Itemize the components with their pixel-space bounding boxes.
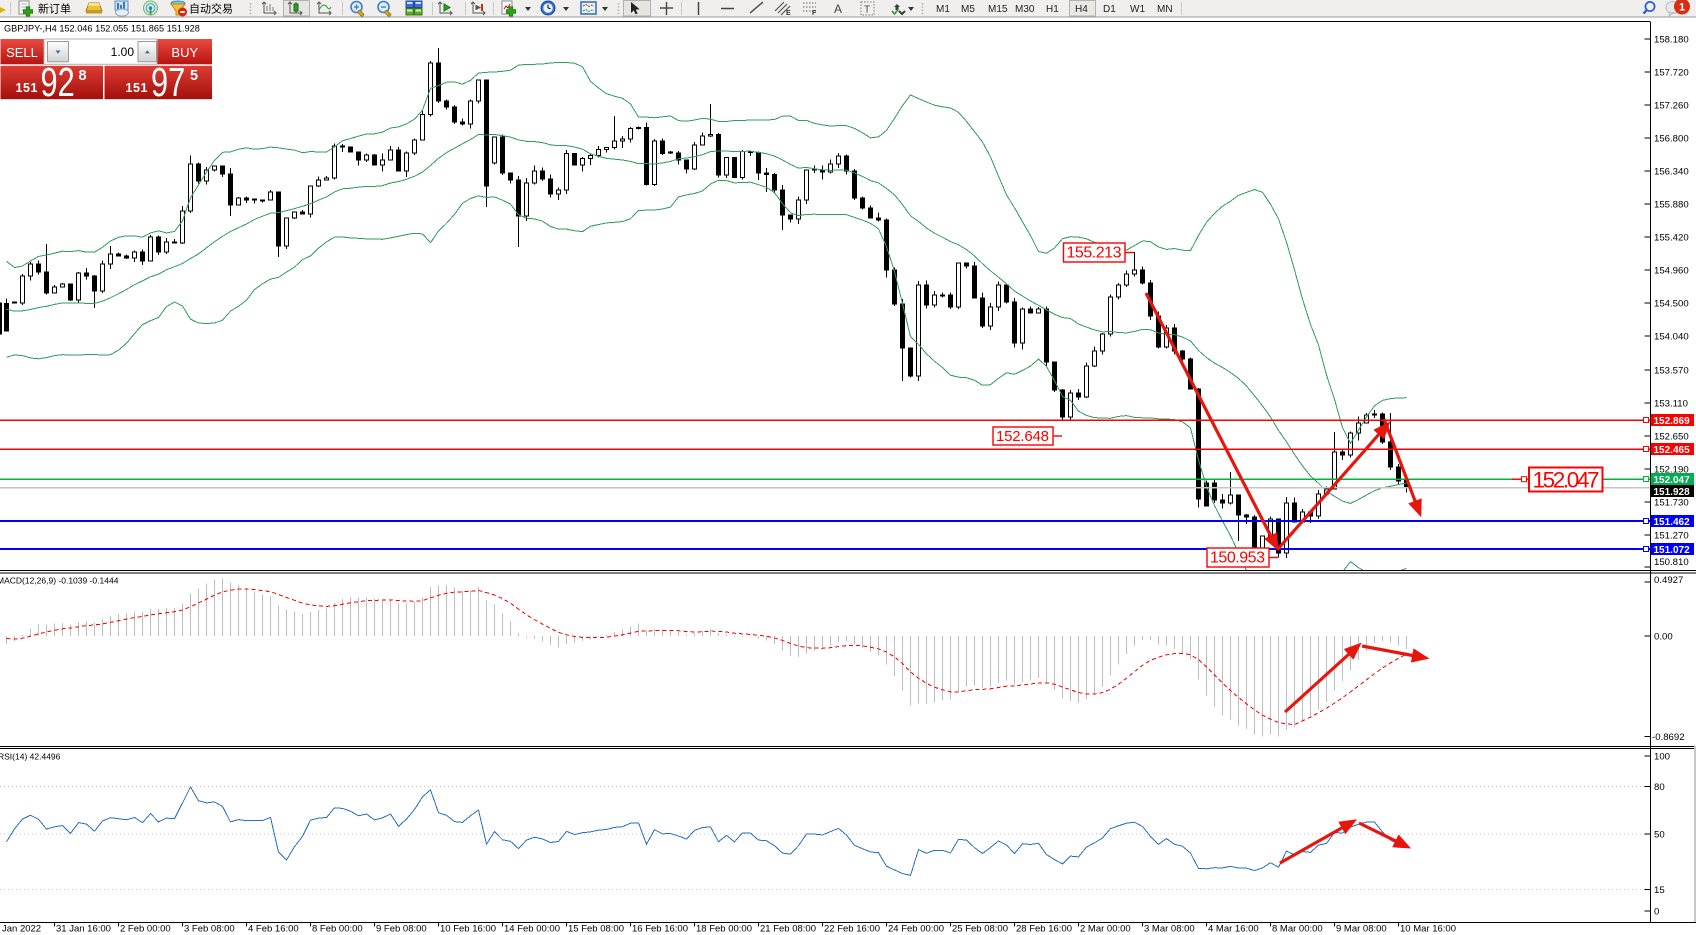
svg-text:158.180: 158.180 <box>1654 34 1689 45</box>
svg-text:153.570: 153.570 <box>1654 365 1689 376</box>
svg-text:Jan 2022: Jan 2022 <box>2 923 41 934</box>
svg-text:157.720: 157.720 <box>1654 67 1689 78</box>
svg-text:GBPJPY-,H4 152.046 152.055 15: GBPJPY-,H4 152.046 152.055 151.865 151.9… <box>4 24 200 34</box>
svg-text:10 Mar 16:00: 10 Mar 16:00 <box>1400 923 1456 934</box>
svg-text:155.420: 155.420 <box>1654 233 1689 244</box>
svg-text:152.869: 152.869 <box>1654 416 1691 427</box>
svg-text:152.465: 152.465 <box>1654 445 1691 456</box>
svg-text:18 Feb 00:00: 18 Feb 00:00 <box>696 923 752 934</box>
svg-text:H1: H1 <box>1046 4 1059 15</box>
svg-text:31 Jan 16:00: 31 Jan 16:00 <box>56 923 111 934</box>
svg-text:2 Mar 00:00: 2 Mar 00:00 <box>1080 923 1131 934</box>
svg-text:D1: D1 <box>1103 4 1116 15</box>
svg-text:152.047: 152.047 <box>1533 468 1600 493</box>
svg-text:152.650: 152.650 <box>1654 431 1689 442</box>
svg-text:152.047: 152.047 <box>1654 475 1691 486</box>
svg-text:92: 92 <box>41 59 75 105</box>
svg-text:8: 8 <box>79 68 87 84</box>
svg-text:151.270: 151.270 <box>1654 530 1689 541</box>
svg-text:M30: M30 <box>1015 4 1035 15</box>
svg-text:157.260: 157.260 <box>1654 100 1689 111</box>
svg-text:M1: M1 <box>936 4 950 15</box>
svg-text:150.953: 150.953 <box>1210 550 1265 567</box>
svg-text:BUY: BUY <box>171 45 198 60</box>
svg-text:154.040: 154.040 <box>1654 332 1689 343</box>
svg-text:152.648: 152.648 <box>996 428 1049 445</box>
svg-text:MN: MN <box>1157 4 1173 15</box>
svg-text:5: 5 <box>190 68 198 84</box>
svg-text:151.730: 151.730 <box>1654 497 1689 508</box>
svg-text:153.110: 153.110 <box>1654 398 1688 409</box>
svg-text:E: E <box>786 10 791 17</box>
svg-text:21 Feb 08:00: 21 Feb 08:00 <box>760 923 816 934</box>
svg-text:2 Feb 00:00: 2 Feb 00:00 <box>120 923 171 934</box>
svg-text:14 Feb 00:00: 14 Feb 00:00 <box>504 923 560 934</box>
svg-text:1.00: 1.00 <box>111 45 135 59</box>
svg-text:F: F <box>812 10 817 17</box>
svg-text:154.500: 154.500 <box>1654 299 1689 310</box>
svg-text:28 Feb 16:00: 28 Feb 16:00 <box>1016 923 1072 934</box>
svg-text:0.4927: 0.4927 <box>1654 575 1683 586</box>
svg-text:25 Feb 08:00: 25 Feb 08:00 <box>952 923 1008 934</box>
svg-text:151.072: 151.072 <box>1654 545 1691 556</box>
svg-text:150.810: 150.810 <box>1654 557 1689 568</box>
svg-text:151.462: 151.462 <box>1654 517 1691 528</box>
svg-text:4 Feb 16:00: 4 Feb 16:00 <box>248 923 299 934</box>
svg-text:24 Feb 00:00: 24 Feb 00:00 <box>888 923 944 934</box>
svg-text:0.00: 0.00 <box>1654 631 1673 642</box>
svg-text:151: 151 <box>16 81 38 95</box>
svg-text:8 Mar 00:00: 8 Mar 00:00 <box>1272 923 1323 934</box>
svg-text:152.190: 152.190 <box>1654 464 1689 475</box>
svg-text:MACD(12,26,9) -0.1039 -0.1444: MACD(12,26,9) -0.1039 -0.1444 <box>0 576 119 586</box>
svg-text:新订单: 新订单 <box>38 2 71 16</box>
svg-text:RSI(14) 42.4496: RSI(14) 42.4496 <box>0 752 61 762</box>
svg-text:155.213: 155.213 <box>1067 245 1122 262</box>
svg-text:M5: M5 <box>961 4 975 15</box>
svg-text:156.800: 156.800 <box>1654 134 1689 145</box>
svg-text:4 Mar 16:00: 4 Mar 16:00 <box>1208 923 1259 934</box>
svg-text:1: 1 <box>1679 2 1685 14</box>
svg-text:151: 151 <box>126 81 148 95</box>
svg-text:3 Feb 08:00: 3 Feb 08:00 <box>184 923 235 934</box>
svg-text:16 Feb 16:00: 16 Feb 16:00 <box>632 923 688 934</box>
svg-text:15: 15 <box>1654 885 1665 896</box>
svg-text:9 Feb 08:00: 9 Feb 08:00 <box>376 923 427 934</box>
svg-text:M15: M15 <box>988 4 1008 15</box>
svg-text:3 Mar 08:00: 3 Mar 08:00 <box>1144 923 1195 934</box>
svg-text:H4: H4 <box>1075 4 1088 15</box>
svg-text:156.340: 156.340 <box>1654 167 1689 178</box>
svg-text:9 Mar 08:00: 9 Mar 08:00 <box>1336 923 1387 934</box>
svg-text:155.880: 155.880 <box>1654 200 1689 211</box>
svg-text:A: A <box>834 2 842 16</box>
svg-text:151.928: 151.928 <box>1654 487 1691 498</box>
svg-text:8 Feb 00:00: 8 Feb 00:00 <box>312 923 363 934</box>
svg-text:15 Feb 08:00: 15 Feb 08:00 <box>568 923 624 934</box>
svg-text:154.960: 154.960 <box>1654 266 1689 277</box>
svg-text:0: 0 <box>1654 907 1659 918</box>
svg-text:100: 100 <box>1654 752 1670 763</box>
svg-text:W1: W1 <box>1130 4 1145 15</box>
svg-text:22 Feb 16:00: 22 Feb 16:00 <box>824 923 880 934</box>
svg-text:80: 80 <box>1654 782 1665 793</box>
svg-text:97: 97 <box>151 59 185 105</box>
svg-text:-0.8692: -0.8692 <box>1652 732 1685 743</box>
svg-text:50: 50 <box>1654 830 1665 841</box>
svg-text:10 Feb 16:00: 10 Feb 16:00 <box>440 923 496 934</box>
svg-text:SELL: SELL <box>6 45 38 60</box>
svg-text:T: T <box>864 5 870 16</box>
svg-text:自动交易: 自动交易 <box>189 2 233 16</box>
